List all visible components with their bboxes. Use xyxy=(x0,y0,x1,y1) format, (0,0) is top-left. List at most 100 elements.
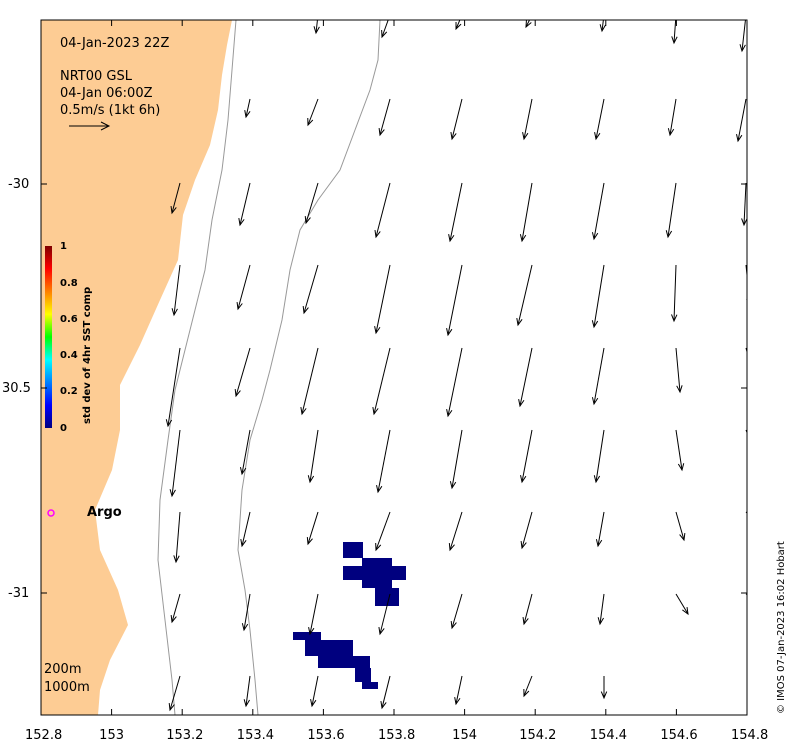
current-arrow xyxy=(595,511,605,548)
x-tick-label: 154.2 xyxy=(519,728,557,743)
colorbar-title: std dev of 4hr SST comp xyxy=(82,286,93,424)
x-tick-label: 153.2 xyxy=(166,728,204,743)
current-arrow xyxy=(599,20,606,33)
current-arrow xyxy=(300,347,319,416)
y-tick-label: -30 xyxy=(8,177,30,192)
x-tick-label: 154 xyxy=(452,728,477,743)
current-arrow xyxy=(236,264,251,311)
current-arrow xyxy=(525,20,532,29)
current-arrow xyxy=(374,182,391,239)
current-arrow xyxy=(306,511,319,546)
current-arrow xyxy=(372,347,391,416)
current-arrow xyxy=(307,429,319,484)
current-arrow xyxy=(450,98,463,141)
current-arrow xyxy=(448,182,463,243)
x-tick-label: 153.4 xyxy=(236,728,275,743)
current-arrow xyxy=(374,264,391,335)
current-arrow xyxy=(597,593,605,626)
current-arrow xyxy=(313,20,320,35)
x-tick-label: 153 xyxy=(99,728,124,743)
x-tick-label: 154.6 xyxy=(660,728,698,743)
current-arrow xyxy=(745,511,747,514)
current-arrow xyxy=(594,98,605,141)
x-tick-label: 153.8 xyxy=(378,728,416,743)
scale-arrow xyxy=(69,121,111,131)
current-arrow xyxy=(675,429,685,472)
argo-label: Argo xyxy=(87,505,122,520)
isobath-1000m xyxy=(237,20,381,715)
current-arrow xyxy=(307,98,319,127)
valid-time-label: 04-Jan 06:00Z xyxy=(60,86,153,101)
colorbar-tick: 0.8 xyxy=(60,278,78,289)
current-arrow xyxy=(516,264,533,327)
isobath-200m-label: 200m xyxy=(44,662,82,677)
current-arrow xyxy=(378,593,391,636)
current-arrow xyxy=(591,182,605,241)
scale-label: 0.5m/s (1kt 6h) xyxy=(60,103,161,118)
product-label: NRT00 GSL xyxy=(60,69,132,84)
sst-patch-south xyxy=(293,632,321,640)
current-arrow xyxy=(243,675,251,708)
current-arrow xyxy=(171,264,181,317)
current-arrow xyxy=(522,98,533,141)
current-arrow xyxy=(304,182,319,225)
colorbar-tick: 0.6 xyxy=(60,314,78,325)
current-arrow xyxy=(591,264,605,329)
current-arrow xyxy=(308,593,319,636)
current-arrow xyxy=(745,593,747,596)
sst-patch-north xyxy=(375,588,399,606)
y-tick-label: -31 xyxy=(8,586,30,601)
current-arrow xyxy=(523,675,533,698)
current-arrow xyxy=(168,675,181,712)
sst-patches xyxy=(293,542,406,689)
axis-ticks xyxy=(40,20,748,715)
current-arrow xyxy=(675,593,689,616)
x-tick-label: 152.8 xyxy=(25,728,63,743)
current-arrow xyxy=(238,182,251,227)
current-arrow xyxy=(745,429,747,434)
current-arrow xyxy=(600,676,608,700)
current-arrow xyxy=(519,182,533,243)
current-arrow xyxy=(455,20,462,31)
land-area xyxy=(41,20,232,715)
current-arrow xyxy=(170,182,181,215)
isobath-1000m-label: 1000m xyxy=(44,680,90,695)
current-arrow xyxy=(381,20,389,39)
argo-marker xyxy=(47,509,55,517)
sst-patch-south xyxy=(355,668,371,682)
current-arrow xyxy=(165,347,181,428)
colorbar-tick: 0 xyxy=(60,423,67,434)
current-arrow xyxy=(375,511,391,552)
current-arrow xyxy=(378,98,391,137)
x-tick-label: 153.6 xyxy=(307,728,345,743)
current-arrow xyxy=(234,347,251,398)
current-arrow xyxy=(741,182,747,227)
current-arrow xyxy=(450,593,463,630)
sst-patch-south xyxy=(362,682,378,689)
current-arrow xyxy=(241,593,251,632)
current-arrow xyxy=(671,20,678,45)
current-arrow xyxy=(518,347,533,408)
current-arrow xyxy=(170,593,181,624)
sst-patch-south xyxy=(305,640,353,656)
current-arrow xyxy=(310,675,319,708)
current-arrow xyxy=(739,20,746,53)
sst-patch-south xyxy=(318,656,370,668)
sst-patch-north xyxy=(362,558,392,588)
current-arrow xyxy=(376,429,391,494)
colorbar-tick: 0.4 xyxy=(60,350,78,361)
colorbar-tick: 0.2 xyxy=(60,386,78,397)
current-arrow xyxy=(449,429,463,490)
current-arrow xyxy=(675,347,683,394)
y-tick-label: 30.5 xyxy=(2,381,31,396)
current-arrow xyxy=(665,182,677,239)
current-arrow xyxy=(240,511,251,548)
current-arrow xyxy=(169,429,181,498)
current-arrow xyxy=(448,511,463,552)
current-arrow xyxy=(675,511,686,542)
current-arrow xyxy=(446,347,463,418)
colorbar-tick: 1 xyxy=(60,241,67,252)
current-arrow xyxy=(593,429,605,484)
current-arrow xyxy=(244,98,251,119)
current-arrow xyxy=(736,98,747,143)
